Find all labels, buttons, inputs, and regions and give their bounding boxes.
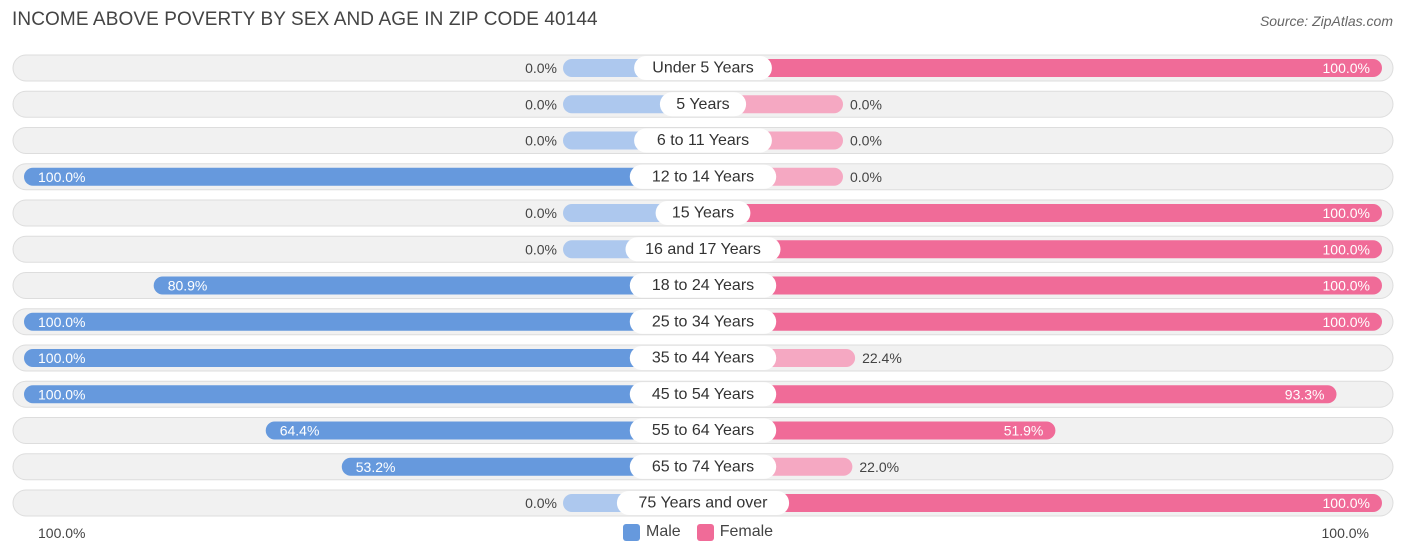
female-value-label: 100.0% [1323, 314, 1370, 330]
chart-title: INCOME ABOVE POVERTY BY SEX AND AGE IN Z… [12, 9, 598, 30]
legend-swatch-female [696, 523, 714, 541]
male-value-label: 100.0% [38, 386, 85, 402]
male-bar [24, 167, 703, 186]
female-bar [703, 276, 1382, 295]
category-label: 15 Years [672, 205, 734, 222]
legend-label-male: Male [646, 523, 681, 540]
male-value-label: 100.0% [38, 314, 85, 330]
category-label: 12 to 14 Years [652, 168, 754, 185]
male-value-label: 0.0% [525, 96, 557, 112]
category-pill [629, 346, 777, 370]
male-value-label: 0.0% [525, 133, 557, 149]
female-value-label: 0.0% [850, 96, 882, 112]
category-label: 35 to 44 Years [652, 350, 754, 367]
male-value-label: 0.0% [525, 205, 557, 221]
male-value-label: 80.9% [168, 278, 208, 294]
category-pill [616, 491, 790, 515]
female-value-label: 100.0% [1323, 241, 1370, 257]
male-value-label: 0.0% [525, 495, 557, 511]
category-pill [629, 382, 777, 407]
category-label: 18 to 24 Years [652, 277, 754, 294]
female-value-label: 100.0% [1323, 495, 1370, 511]
female-value-label: 0.0% [850, 169, 882, 185]
male-bar [24, 312, 703, 331]
category-pill [625, 237, 781, 262]
male-bar [341, 457, 703, 476]
category-pill [659, 92, 747, 117]
male-value-label: 64.4% [280, 423, 320, 439]
axis-right-label: 100.0% [1321, 525, 1369, 541]
male-value-label: 100.0% [38, 350, 85, 366]
female-bar [703, 59, 1382, 77]
category-label: 25 to 34 Years [652, 313, 754, 330]
female-value-label: 22.4% [862, 350, 902, 366]
female-value-label: 93.3% [1285, 386, 1325, 402]
category-label: 5 Years [676, 96, 729, 113]
legend: Male Female [623, 523, 781, 541]
female-bar [703, 312, 1382, 331]
category-pill [629, 273, 777, 298]
axis-left-label: 100.0% [38, 525, 86, 541]
male-bar [24, 349, 703, 367]
source-note: Source: ZipAtlas.com [1259, 13, 1393, 29]
female-value-label: 0.0% [850, 133, 882, 149]
female-bar [703, 421, 1056, 440]
female-bar [703, 494, 1382, 512]
female-value-label: 100.0% [1323, 60, 1370, 76]
female-bar [703, 240, 1382, 259]
legend-label-female: Female [719, 523, 774, 540]
female-value-label: 22.0% [859, 459, 899, 475]
female-bar [703, 204, 1382, 222]
category-label: Under 5 Years [652, 60, 753, 77]
female-value-label: 100.0% [1323, 205, 1370, 221]
male-value-label: 0.0% [525, 60, 557, 76]
category-pill [634, 128, 772, 153]
male-value-label: 0.0% [525, 241, 557, 257]
category-pill [629, 309, 777, 334]
category-label: 16 and 17 Years [645, 241, 761, 258]
category-pill [629, 164, 777, 189]
male-value-label: 53.2% [356, 459, 396, 475]
female-bar [703, 385, 1337, 404]
category-pill [634, 56, 772, 80]
chart: 0.0% 100.0% Under 5 Years 0.0% 0.0% 5 Years 0.… [12, 54, 1394, 517]
category-pill [655, 201, 751, 225]
male-bar [265, 421, 703, 440]
category-label: 65 to 74 Years [652, 458, 754, 475]
male-value-label: 100.0% [38, 169, 85, 185]
category-label: 75 Years and over [639, 495, 769, 512]
legend-item-male: Male [623, 523, 681, 541]
female-value-label: 100.0% [1323, 278, 1370, 294]
category-pill [629, 454, 777, 479]
category-label: 6 to 11 Years [657, 132, 749, 149]
category-label: 45 to 54 Years [652, 386, 754, 403]
legend-swatch-male [623, 523, 640, 541]
female-value-label: 51.9% [1004, 423, 1044, 439]
male-bar [153, 276, 704, 295]
male-bar [24, 385, 703, 404]
category-label: 55 to 64 Years [652, 422, 754, 439]
legend-item-female: Female [696, 523, 774, 541]
category-pill [629, 418, 777, 443]
